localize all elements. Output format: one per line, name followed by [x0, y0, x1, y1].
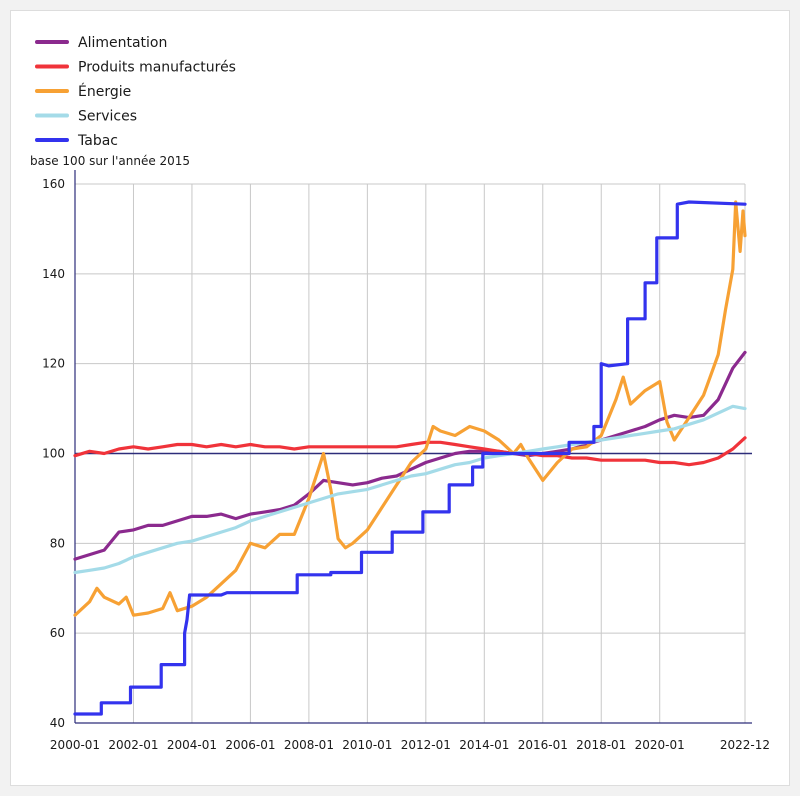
y-tick-label: 60 — [50, 626, 65, 640]
series-line-services — [73, 404, 747, 575]
legend-label: Produits manufacturés — [78, 60, 236, 76]
series-line-produits-manufactur-s — [73, 436, 747, 467]
x-tick-label: 2014-01 — [459, 738, 509, 752]
series-line--nergie — [73, 200, 747, 617]
x-tick-label: 2016-01 — [518, 738, 568, 752]
y-tick-label: 160 — [42, 177, 65, 191]
x-tick-label: 2010-01 — [342, 738, 392, 752]
series-line-alimentation — [73, 350, 747, 561]
x-tick-label: 2018-01 — [576, 738, 626, 752]
legend-label: Services — [78, 109, 137, 125]
legend-label: Énergie — [78, 83, 131, 100]
x-tick-label: 2020-01 — [635, 738, 685, 752]
x-tick-label: 2002-01 — [108, 738, 158, 752]
series-lines — [73, 200, 747, 716]
y-tick-label: 120 — [42, 357, 65, 371]
axes — [74, 170, 752, 724]
legend-label: Tabac — [77, 133, 118, 149]
y-tick-label: 140 — [42, 267, 65, 281]
tick-labels: 40 60 80 100 120 140 160 2000-01 2002-01 2004-01 2… — [42, 177, 770, 752]
x-tick-label: 2006-01 — [225, 738, 275, 752]
x-tick-label: 2004-01 — [167, 738, 217, 752]
y-tick-label: 100 — [42, 447, 65, 461]
y-axis-unit-label: base 100 sur l'année 2015 — [30, 154, 190, 168]
y-tick-label: 40 — [50, 716, 65, 730]
y-tick-label: 80 — [50, 536, 65, 550]
x-tick-label: 2008-01 — [284, 738, 334, 752]
x-tick-label: 2000-01 — [50, 738, 100, 752]
x-tick-label: 2012-01 — [401, 738, 451, 752]
x-tick-label: 2022-12 — [720, 738, 770, 752]
legend-label: Alimentation — [78, 35, 167, 51]
legend: Alimentation Produits manufacturés Énergie… — [35, 35, 236, 149]
series-line-tabac — [73, 200, 747, 716]
